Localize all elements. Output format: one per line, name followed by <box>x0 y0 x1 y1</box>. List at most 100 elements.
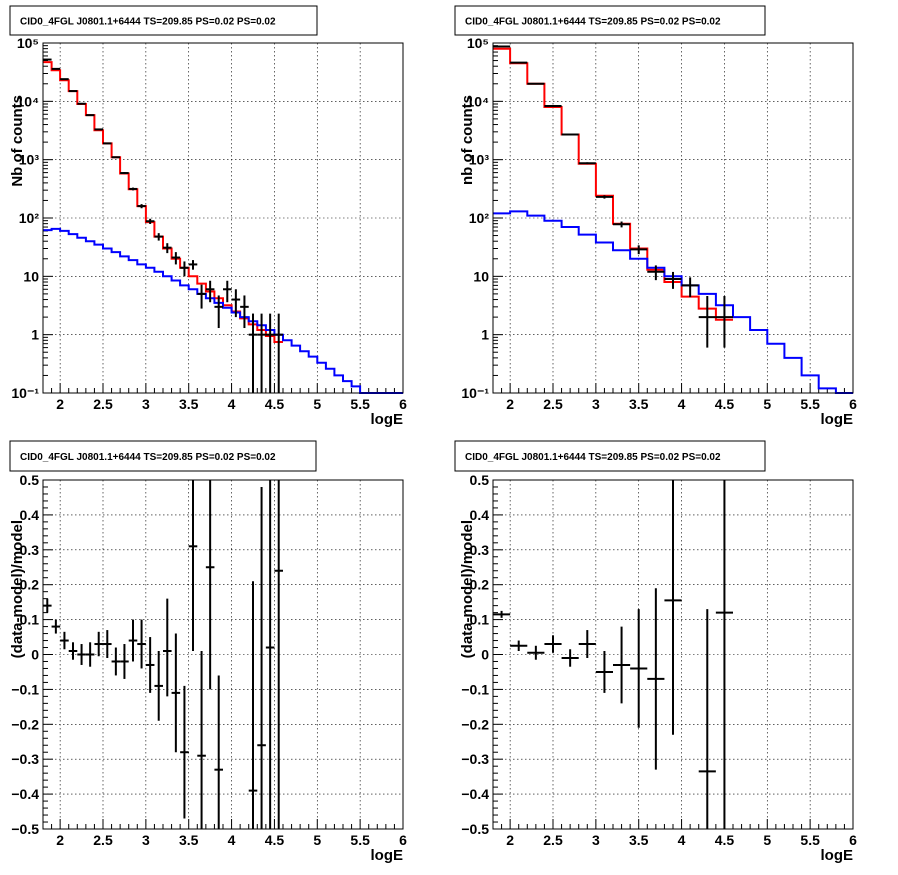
data-point <box>77 102 86 105</box>
y-tick-label: 10³ <box>469 152 490 168</box>
series-total_model <box>493 47 733 321</box>
data-point <box>43 598 52 613</box>
series-background_model <box>43 227 403 394</box>
data-point <box>681 277 699 298</box>
y-tick-label: 10³ <box>19 152 40 168</box>
data-point <box>544 105 562 108</box>
series-data <box>43 480 283 829</box>
y-tick-label: −0.4 <box>11 786 39 802</box>
y-tick-label: −0.3 <box>461 751 489 767</box>
step-line-background_model <box>493 210 853 394</box>
data-point <box>664 480 682 735</box>
data-point <box>103 630 112 658</box>
data-point <box>257 486 266 829</box>
data-point <box>128 187 138 191</box>
data-point <box>103 142 112 145</box>
x-axis-label: logE <box>821 847 854 864</box>
x-tick-label: 2 <box>56 832 64 848</box>
data-point <box>180 261 189 277</box>
x-tick-label: 3 <box>592 832 600 848</box>
y-tick-label: 1 <box>31 327 39 343</box>
data-point <box>595 651 613 693</box>
y-tick-label: 0.4 <box>470 507 490 523</box>
x-tick-label: 5 <box>763 396 771 412</box>
plot-frame <box>492 42 854 394</box>
y-tick-label: −0.1 <box>11 681 39 697</box>
y-axis-label: (data-model)/model <box>459 520 476 658</box>
panel-1: 2 2.5 3 3.5 4 4.5 5 5.5 6 10⁻¹ 1 10 10² 10³ 10⁴ 10⁵ logE… <box>9 5 407 428</box>
data-point <box>698 296 716 348</box>
data-point <box>163 598 172 697</box>
data-point <box>77 644 86 665</box>
panel-2: 2 2.5 3 3.5 4 4.5 5 5.5 6 10⁻¹ 1 10 10² 10³ 10⁴ 10⁵ logE… <box>454 5 857 428</box>
data-point <box>205 280 215 303</box>
y-tick-label: −0.3 <box>11 751 39 767</box>
y-tick-label: 0.3 <box>20 542 40 558</box>
y-tick-label: 10² <box>19 210 40 226</box>
data-point <box>561 133 579 136</box>
y-tick-label: 10⁻¹ <box>11 385 39 401</box>
data-point <box>715 480 733 829</box>
step-line-background_model <box>43 227 403 394</box>
data-point <box>188 480 198 652</box>
data-point <box>137 204 146 209</box>
chart-title-frame <box>9 440 317 472</box>
x-axis-label: logE <box>821 411 854 428</box>
plot-frame <box>42 479 404 830</box>
x-tick-label: 4.5 <box>265 396 285 412</box>
x-tick-label: 4.5 <box>715 832 735 848</box>
x-tick-label: 4 <box>228 832 236 848</box>
y-tick-label: 0.2 <box>470 577 490 593</box>
data-point <box>544 635 562 653</box>
data-point <box>154 651 163 721</box>
data-point <box>647 265 665 281</box>
data-point <box>578 630 596 658</box>
y-tick-label: 0.4 <box>20 507 40 523</box>
data-point <box>248 313 258 393</box>
x-tick-label: 5.5 <box>800 396 820 412</box>
chart-title-frame <box>454 440 766 472</box>
chart-title-frame <box>454 5 766 36</box>
y-tick-label: 10⁵ <box>17 35 39 51</box>
data-point <box>171 633 181 753</box>
data-point <box>85 642 95 667</box>
y-tick-label: 1 <box>481 327 489 343</box>
data-point <box>240 295 249 329</box>
plot-frame <box>492 479 854 830</box>
data-point <box>630 609 648 728</box>
x-tick-label: 6 <box>399 832 407 848</box>
y-tick-label: 0.1 <box>470 612 490 628</box>
data-point <box>120 644 129 679</box>
data-point <box>51 619 61 634</box>
data-point <box>85 114 95 117</box>
data-point <box>613 626 631 704</box>
data-point <box>257 313 266 393</box>
chart-title: CID0_4FGL J0801.1+6444 TS=209.85 PS=0.02… <box>20 17 276 28</box>
y-tick-label: 10 <box>473 268 489 284</box>
y-tick-label: 10⁴ <box>467 93 490 109</box>
chart-title: CID0_4FGL J0801.1+6444 TS=209.85 PS=0.02… <box>20 452 276 463</box>
data-point <box>180 685 189 819</box>
data-point <box>94 128 103 131</box>
x-tick-label: 2.5 <box>93 832 113 848</box>
x-tick-label: 2 <box>56 396 64 412</box>
data-point <box>265 480 275 829</box>
chart-title-box: CID0_4FGL J0801.1+6444 TS=209.85 PS=0.02… <box>9 440 317 472</box>
x-tick-label: 6 <box>849 396 857 412</box>
x-tick-label: 3.5 <box>629 396 649 412</box>
y-tick-label: 10 <box>23 268 39 284</box>
y-tick-label: 10² <box>469 210 490 226</box>
x-tick-label: 3.5 <box>179 396 199 412</box>
data-point <box>265 313 275 393</box>
y-tick-label: 0.2 <box>20 577 40 593</box>
x-tick-label: 5.5 <box>350 396 370 412</box>
data-point <box>145 637 155 693</box>
data-point <box>214 295 223 329</box>
x-tick-label: 2 <box>506 832 514 848</box>
x-tick-label: 2.5 <box>543 832 563 848</box>
x-tick-label: 4 <box>678 832 686 848</box>
y-axis-label: (data-model)/model <box>9 520 26 658</box>
x-tick-label: 2 <box>506 396 514 412</box>
y-tick-label: −0.2 <box>11 716 39 732</box>
